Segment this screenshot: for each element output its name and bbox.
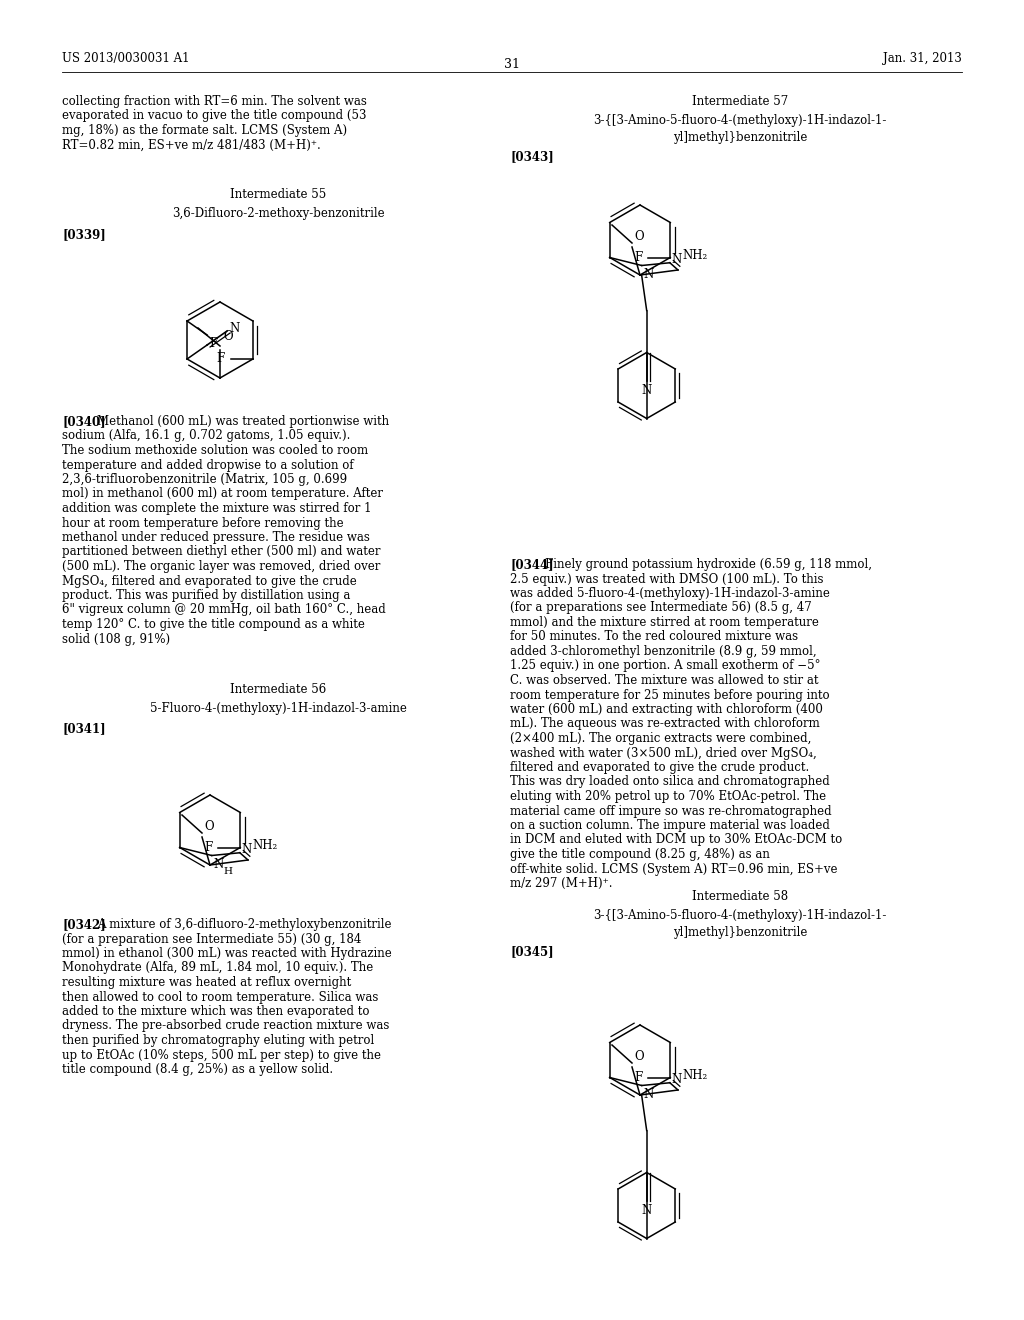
Text: title compound (8.4 g, 25%) as a yellow solid.: title compound (8.4 g, 25%) as a yellow …: [62, 1063, 333, 1076]
Text: water (600 mL) and extracting with chloroform (400: water (600 mL) and extracting with chlor…: [510, 704, 823, 715]
Text: then purified by chromatography eluting with petrol: then purified by chromatography eluting …: [62, 1034, 374, 1047]
Text: MgSO₄, filtered and evaporated to give the crude: MgSO₄, filtered and evaporated to give t…: [62, 574, 356, 587]
Text: N: N: [672, 253, 682, 267]
Text: Intermediate 55: Intermediate 55: [229, 187, 326, 201]
Text: Methanol (600 mL) was treated portionwise with: Methanol (600 mL) was treated portionwis…: [97, 414, 389, 428]
Text: resulting mixture was heated at reflux overnight: resulting mixture was heated at reflux o…: [62, 975, 351, 989]
Text: RT=0.82 min, ES+ve m/z 481/483 (M+H)⁺.: RT=0.82 min, ES+ve m/z 481/483 (M+H)⁺.: [62, 139, 321, 152]
Text: US 2013/0030031 A1: US 2013/0030031 A1: [62, 51, 189, 65]
Text: 3,6-Difluoro-2-methoxy-benzonitrile: 3,6-Difluoro-2-methoxy-benzonitrile: [172, 207, 384, 220]
Text: filtered and evaporated to give the crude product.: filtered and evaporated to give the crud…: [510, 762, 809, 774]
Text: [0343]: [0343]: [510, 150, 554, 162]
Text: off-white solid. LCMS (System A) RT=0.96 min, ES+ve: off-white solid. LCMS (System A) RT=0.96…: [510, 862, 838, 875]
Text: in DCM and eluted with DCM up to 30% EtOAc-DCM to: in DCM and eluted with DCM up to 30% EtO…: [510, 833, 843, 846]
Text: was added 5-fluoro-4-(methyloxy)-1H-indazol-3-amine: was added 5-fluoro-4-(methyloxy)-1H-inda…: [510, 587, 829, 601]
Text: 1.25 equiv.) in one portion. A small exotherm of −5°: 1.25 equiv.) in one portion. A small exo…: [510, 660, 820, 672]
Text: H: H: [223, 867, 232, 876]
Text: 6" vigreux column @ 20 mmHg, oil bath 160° C., head: 6" vigreux column @ 20 mmHg, oil bath 16…: [62, 603, 386, 616]
Text: This was dry loaded onto silica and chromatographed: This was dry loaded onto silica and chro…: [510, 776, 829, 788]
Text: F: F: [634, 251, 642, 264]
Text: mg, 18%) as the formate salt. LCMS (System A): mg, 18%) as the formate salt. LCMS (Syst…: [62, 124, 347, 137]
Text: [0344]: [0344]: [510, 558, 554, 572]
Text: N: N: [214, 858, 224, 871]
Text: N: N: [644, 1089, 654, 1101]
Text: NH₂: NH₂: [252, 840, 278, 851]
Text: Jan. 31, 2013: Jan. 31, 2013: [883, 51, 962, 65]
Text: mmol) in ethanol (300 mL) was reacted with Hydrazine: mmol) in ethanol (300 mL) was reacted wi…: [62, 946, 392, 960]
Text: dryness. The pre-absorbed crude reaction mixture was: dryness. The pre-absorbed crude reaction…: [62, 1019, 389, 1032]
Text: [0345]: [0345]: [510, 945, 554, 958]
Text: O: O: [634, 1049, 644, 1063]
Text: mmol) and the mixture stirred at room temperature: mmol) and the mixture stirred at room te…: [510, 616, 819, 630]
Text: m/z 297 (M+H)⁺.: m/z 297 (M+H)⁺.: [510, 876, 612, 890]
Text: methanol under reduced pressure. The residue was: methanol under reduced pressure. The res…: [62, 531, 370, 544]
Text: solid (108 g, 91%): solid (108 g, 91%): [62, 632, 170, 645]
Text: 3-{[3-Amino-5-fluoro-4-(methyloxy)-1H-indazol-1-: 3-{[3-Amino-5-fluoro-4-(methyloxy)-1H-in…: [593, 114, 887, 127]
Text: 31: 31: [504, 58, 520, 71]
Text: N: N: [642, 1204, 652, 1217]
Text: evaporated in vacuo to give the title compound (53: evaporated in vacuo to give the title co…: [62, 110, 367, 123]
Text: 5-Fluoro-4-(methyloxy)-1H-indazol-3-amine: 5-Fluoro-4-(methyloxy)-1H-indazol-3-amin…: [150, 702, 407, 715]
Text: yl]methyl}benzonitrile: yl]methyl}benzonitrile: [673, 927, 807, 939]
Text: Finely ground potassium hydroxide (6.59 g, 118 mmol,: Finely ground potassium hydroxide (6.59 …: [545, 558, 872, 572]
Text: material came off impure so was re-chromatographed: material came off impure so was re-chrom…: [510, 804, 831, 817]
Text: temperature and added dropwise to a solution of: temperature and added dropwise to a solu…: [62, 458, 353, 471]
Text: added 3-chloromethyl benzonitrile (8.9 g, 59 mmol,: added 3-chloromethyl benzonitrile (8.9 g…: [510, 645, 816, 657]
Text: (2×400 mL). The organic extracts were combined,: (2×400 mL). The organic extracts were co…: [510, 733, 811, 744]
Text: for 50 minutes. To the red coloured mixture was: for 50 minutes. To the red coloured mixt…: [510, 631, 798, 644]
Text: then allowed to cool to room temperature. Silica was: then allowed to cool to room temperature…: [62, 990, 379, 1003]
Text: The sodium methoxide solution was cooled to room: The sodium methoxide solution was cooled…: [62, 444, 368, 457]
Text: (500 mL). The organic layer was removed, dried over: (500 mL). The organic layer was removed,…: [62, 560, 380, 573]
Text: O: O: [204, 820, 214, 833]
Text: addition was complete the mixture was stirred for 1: addition was complete the mixture was st…: [62, 502, 372, 515]
Text: partitioned between diethyl ether (500 ml) and water: partitioned between diethyl ether (500 m…: [62, 545, 381, 558]
Text: [0341]: [0341]: [62, 722, 105, 735]
Text: Intermediate 56: Intermediate 56: [229, 682, 326, 696]
Text: [0339]: [0339]: [62, 228, 105, 242]
Text: F: F: [217, 352, 225, 366]
Text: hour at room temperature before removing the: hour at room temperature before removing…: [62, 516, 344, 529]
Text: 2.5 equiv.) was treated with DMSO (100 mL). To this: 2.5 equiv.) was treated with DMSO (100 m…: [510, 573, 823, 586]
Text: F: F: [204, 841, 212, 854]
Text: O: O: [223, 330, 232, 343]
Text: washed with water (3×500 mL), dried over MgSO₄,: washed with water (3×500 mL), dried over…: [510, 747, 817, 759]
Text: O: O: [634, 230, 644, 243]
Text: N: N: [642, 384, 652, 397]
Text: NH₂: NH₂: [682, 1069, 708, 1082]
Text: mL). The aqueous was re-extracted with chloroform: mL). The aqueous was re-extracted with c…: [510, 718, 820, 730]
Text: added to the mixture which was then evaporated to: added to the mixture which was then evap…: [62, 1005, 370, 1018]
Text: Monohydrate (Alfa, 89 mL, 1.84 mol, 10 equiv.). The: Monohydrate (Alfa, 89 mL, 1.84 mol, 10 e…: [62, 961, 374, 974]
Text: up to EtOAc (10% steps, 500 mL per step) to give the: up to EtOAc (10% steps, 500 mL per step)…: [62, 1048, 381, 1061]
Text: [0342]: [0342]: [62, 917, 105, 931]
Text: sodium (Alfa, 16.1 g, 0.702 gatoms, 1.05 equiv.).: sodium (Alfa, 16.1 g, 0.702 gatoms, 1.05…: [62, 429, 350, 442]
Text: (for a preparations see Intermediate 56) (8.5 g, 47: (for a preparations see Intermediate 56)…: [510, 602, 812, 615]
Text: Intermediate 58: Intermediate 58: [692, 890, 788, 903]
Text: A mixture of 3,6-difluoro-2-methyloxybenzonitrile: A mixture of 3,6-difluoro-2-methyloxyben…: [97, 917, 392, 931]
Text: N: N: [242, 843, 252, 857]
Text: (for a preparation see Intermediate 55) (30 g, 184: (for a preparation see Intermediate 55) …: [62, 932, 361, 945]
Text: 2,3,6-trifluorobenzonitrile (Matrix, 105 g, 0.699: 2,3,6-trifluorobenzonitrile (Matrix, 105…: [62, 473, 347, 486]
Text: product. This was purified by distillation using a: product. This was purified by distillati…: [62, 589, 350, 602]
Text: mol) in methanol (600 ml) at room temperature. After: mol) in methanol (600 ml) at room temper…: [62, 487, 383, 500]
Text: yl]methyl}benzonitrile: yl]methyl}benzonitrile: [673, 131, 807, 144]
Text: 3-{[3-Amino-5-fluoro-4-(methyloxy)-1H-indazol-1-: 3-{[3-Amino-5-fluoro-4-(methyloxy)-1H-in…: [593, 909, 887, 921]
Text: NH₂: NH₂: [682, 249, 708, 261]
Text: [0340]: [0340]: [62, 414, 105, 428]
Text: F: F: [634, 1071, 642, 1084]
Text: N: N: [229, 322, 240, 334]
Text: N: N: [644, 268, 654, 281]
Text: N: N: [672, 1073, 682, 1086]
Text: on a suction column. The impure material was loaded: on a suction column. The impure material…: [510, 818, 829, 832]
Text: temp 120° C. to give the title compound as a white: temp 120° C. to give the title compound …: [62, 618, 365, 631]
Text: F: F: [209, 337, 217, 350]
Text: eluting with 20% petrol up to 70% EtOAc-petrol. The: eluting with 20% petrol up to 70% EtOAc-…: [510, 789, 826, 803]
Text: Intermediate 57: Intermediate 57: [692, 95, 788, 108]
Text: collecting fraction with RT=6 min. The solvent was: collecting fraction with RT=6 min. The s…: [62, 95, 367, 108]
Text: give the title compound (8.25 g, 48%) as an: give the title compound (8.25 g, 48%) as…: [510, 847, 770, 861]
Text: room temperature for 25 minutes before pouring into: room temperature for 25 minutes before p…: [510, 689, 829, 701]
Text: C. was observed. The mixture was allowed to stir at: C. was observed. The mixture was allowed…: [510, 675, 818, 686]
